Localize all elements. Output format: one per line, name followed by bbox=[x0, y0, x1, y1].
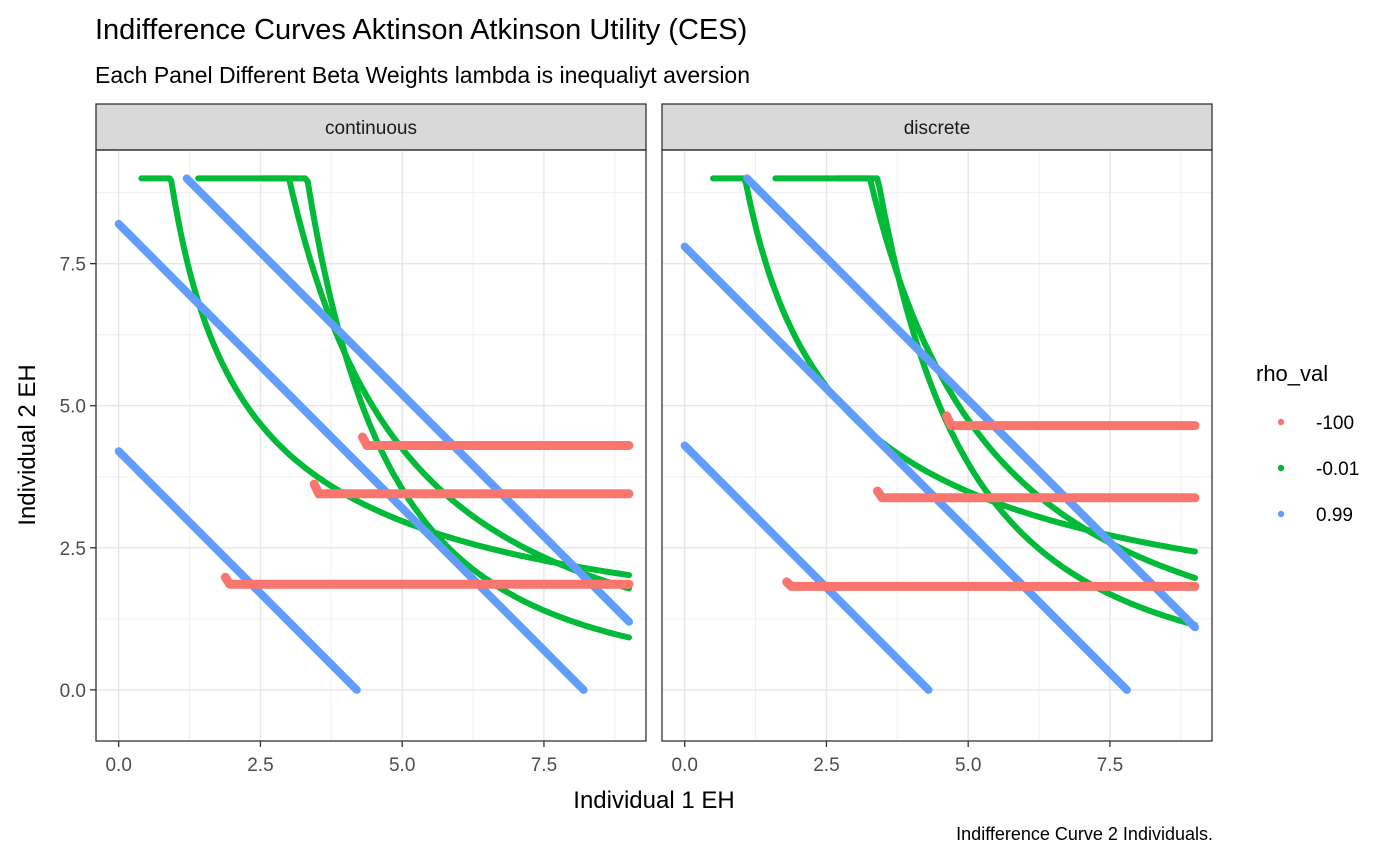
x-tick-label: 0.0 bbox=[671, 755, 697, 776]
legend-key--0.01 bbox=[1277, 464, 1285, 472]
y-tick-label: 7.5 bbox=[60, 255, 86, 276]
chart-caption: Indifference Curve 2 Individuals. bbox=[956, 824, 1213, 844]
legend-key-0.99 bbox=[1277, 510, 1285, 518]
series-0.99-curve-3 bbox=[182, 174, 633, 626]
x-tick-label: 0.0 bbox=[105, 755, 131, 776]
panel-discrete: discrete 0.0 2.5 5.0 7.5 bbox=[661, 103, 1213, 776]
series--0.01-curve-1 bbox=[138, 175, 632, 579]
series-0.99-curve-1 bbox=[114, 447, 361, 694]
x-tick-label: 5.0 bbox=[389, 755, 415, 776]
panel-data-continuous bbox=[114, 174, 634, 694]
legend-label-0.99: 0.99 bbox=[1316, 505, 1353, 526]
series-0.99-curve-2 bbox=[680, 242, 1131, 694]
facet-strip-discrete bbox=[661, 103, 1213, 151]
x-tick-label: 7.5 bbox=[1097, 755, 1123, 776]
series-0.99-curve-2 bbox=[114, 219, 588, 694]
panel-data-discrete bbox=[680, 174, 1200, 694]
series--100-curve-3 bbox=[358, 432, 634, 450]
panel-continuous: continuous 0.0 2.5 5.0 7.5 0.0 2.5 5.0 7.5 bbox=[60, 103, 647, 776]
y-tick-label: 2.5 bbox=[60, 539, 86, 560]
series-0.99-curve-3 bbox=[743, 174, 1199, 632]
facet-strip-label-continuous: continuous bbox=[325, 118, 417, 139]
chart-title: Indifference Curves Aktinson Atkinson Ut… bbox=[95, 14, 748, 46]
y-tick-label: 0.0 bbox=[60, 681, 86, 702]
series--100-curve-3 bbox=[942, 411, 1200, 431]
series--100-curve-2 bbox=[873, 486, 1200, 503]
legend-key--100 bbox=[1277, 418, 1285, 426]
series--100-curve-1 bbox=[782, 577, 1200, 591]
x-tick-label: 2.5 bbox=[247, 755, 273, 776]
facet-strip-label-discrete: discrete bbox=[904, 118, 971, 139]
chart-subtitle: Each Panel Different Beta Weights lambda… bbox=[95, 62, 751, 88]
panel-border-continuous bbox=[95, 149, 647, 742]
legend: rho_val -100 -0.01 0.99 bbox=[1256, 361, 1359, 526]
legend-label--100: -100 bbox=[1316, 413, 1354, 434]
x-axis-title: Individual 1 EH bbox=[573, 787, 734, 814]
x-tick-label: 7.5 bbox=[531, 755, 557, 776]
legend-label--0.01: -0.01 bbox=[1316, 459, 1359, 480]
series-0.99-curve-1 bbox=[680, 441, 933, 694]
y-axis-title: Individual 2 EH bbox=[14, 364, 41, 525]
series--100-curve-2 bbox=[309, 479, 634, 499]
series--100-curve-1 bbox=[220, 572, 634, 589]
legend-title: rho_val bbox=[1256, 361, 1328, 386]
panel-border-discrete bbox=[661, 149, 1213, 742]
x-tick-label: 5.0 bbox=[955, 755, 981, 776]
y-tick-label: 5.0 bbox=[60, 397, 86, 418]
x-tick-label: 2.5 bbox=[813, 755, 839, 776]
series--0.01-curve-3 bbox=[259, 175, 632, 592]
